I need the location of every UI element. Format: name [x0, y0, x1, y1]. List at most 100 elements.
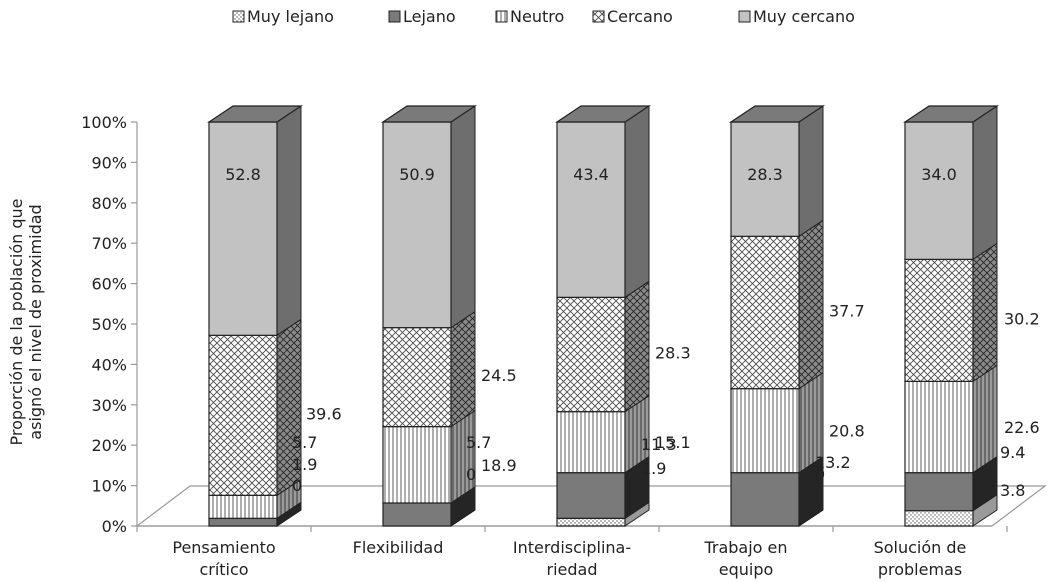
x-tick-label-line: Pensamiento: [172, 538, 275, 557]
legend-swatch: [232, 10, 245, 23]
bar-side: [450, 310, 476, 428]
bar-segment-muy-lejano: [904, 493, 998, 527]
data-label-lejano: 9.4: [1000, 443, 1025, 462]
bar-segment-neutro: [904, 364, 998, 474]
y-axis-title-line-1: Proporción de la población que: [7, 199, 26, 446]
data-label-muy-cercano: 52.8: [225, 165, 261, 184]
x-tick-label-line: Trabajo en: [703, 538, 787, 557]
data-label-lejano: 1.9: [292, 455, 317, 474]
x-tick-label-line: riedad: [547, 560, 598, 579]
bar-segment-muy-cercano: [904, 105, 998, 261]
y-tick-label: 70%: [91, 234, 127, 253]
bar-segment-muy-cercano: [730, 105, 824, 238]
data-label-lejano: 13.2: [815, 453, 851, 472]
data-label-cercano: 24.5: [481, 366, 517, 385]
data-label-neutro: 5.7: [292, 433, 317, 452]
y-axis-title-line-2: asignó el nivel de proximidad: [26, 204, 45, 439]
legend-swatch: [738, 10, 751, 23]
y-tick-label: 20%: [91, 436, 127, 455]
bar-side: [798, 219, 824, 390]
legend: Muy lejano Lejano Neutro Cercano Muy cercano: [232, 7, 855, 26]
bar-segment-cercano: [730, 219, 824, 390]
bar-side: [972, 364, 998, 474]
data-label-muy-lejano: 3.8: [1000, 481, 1025, 500]
y-tick-label: 10%: [91, 477, 127, 496]
y-tick-label: 30%: [91, 396, 127, 415]
bar-front: [556, 296, 626, 413]
data-label-muy-cercano: 50.9: [399, 165, 435, 184]
bar-front: [556, 121, 626, 298]
bar-front: [730, 388, 800, 474]
data-label-cercano: 37.7: [829, 301, 865, 320]
data-label-muy-cercano: 34.0: [921, 165, 957, 184]
legend-label: Cercano: [607, 7, 673, 26]
y-tick-label: 0%: [102, 517, 127, 536]
x-axis: Pensamiento crítico Flexibilidad Interdisci…: [136, 525, 1008, 579]
bar-top: [207, 105, 303, 123]
bar-front: [904, 472, 974, 512]
bar-front: [382, 502, 452, 527]
bar-stack-4: [729, 105, 825, 527]
bar-segment-muy-cercano: [556, 105, 650, 299]
y-axis-title: Proporción de la población que asignó el…: [7, 199, 45, 446]
bar-front: [904, 510, 974, 527]
y-tick-label: 80%: [91, 194, 127, 213]
bar-segment-lejano: [556, 455, 650, 520]
bar-segment-lejano: [904, 455, 998, 512]
bar-segment-cercano: [904, 242, 998, 383]
bar-stack-2: [381, 105, 477, 527]
bar-segment-muy-cercano: [382, 105, 476, 329]
bar-front: [556, 517, 626, 527]
bar-segment-cercano: [208, 318, 302, 497]
bar-top: [903, 105, 999, 123]
bar-segment-neutro: [208, 478, 302, 520]
bar-front: [382, 121, 452, 329]
bar-front: [730, 235, 800, 390]
data-label-lejano: 5.7: [466, 433, 491, 452]
bar-segment-muy-cercano: [208, 105, 302, 337]
x-tick-label-4: Trabajo en equipo: [703, 538, 787, 579]
bar-side: [624, 280, 650, 413]
bar-segment-lejano: [382, 486, 476, 527]
legend-item-5: Muy cercano: [738, 7, 855, 26]
bar-front: [208, 334, 278, 496]
y-axis: 0% 10% 20% 30% 40% 50% 60% 70% 80% 90% 100%: [81, 113, 138, 536]
x-tick-label-2: Flexibilidad: [353, 538, 444, 557]
bar-front: [382, 327, 452, 428]
bar-front: [556, 472, 626, 519]
bar-front: [556, 411, 626, 474]
bar-front: [904, 121, 974, 260]
x-tick-label-line: Interdisciplina-: [513, 538, 631, 557]
bar-stack-5: [903, 105, 999, 527]
bar-front: [208, 121, 278, 336]
bar-segment-cercano: [382, 310, 476, 428]
bar-front: [904, 258, 974, 382]
legend-swatch: [495, 10, 508, 23]
data-label-muy-lejano: 1.9: [641, 459, 666, 478]
legend-label: Muy cercano: [753, 7, 855, 26]
legend-item-1: Muy lejano: [232, 7, 334, 26]
legend-label: Lejano: [403, 7, 456, 26]
data-label-neutro: 22.6: [1004, 418, 1040, 437]
data-label-muy-cercano: 43.4: [573, 165, 609, 184]
legend-swatch: [592, 10, 605, 23]
x-tick-label-line: equipo: [719, 560, 774, 579]
y-tick-label: 50%: [91, 315, 127, 334]
legend-label: Neutro: [510, 7, 564, 26]
bar-front: [730, 472, 800, 527]
bar-side: [450, 105, 476, 329]
bar-front: [208, 494, 278, 519]
legend-swatch: [388, 10, 401, 23]
data-label-lejano: 11.3: [641, 435, 677, 454]
y-tick-label: 90%: [91, 153, 127, 172]
y-tick-label: 40%: [91, 355, 127, 374]
bars: [207, 105, 999, 527]
y-tick-label: 60%: [91, 275, 127, 294]
data-label-neutro: 20.8: [829, 422, 865, 441]
data-label-muy-lejano: 0: [466, 465, 476, 484]
bar-segment-cercano: [556, 280, 650, 413]
bar-front: [382, 426, 452, 504]
x-tick-label-1: Pensamiento crítico: [172, 538, 275, 579]
bar-segment-neutro: [556, 394, 650, 474]
